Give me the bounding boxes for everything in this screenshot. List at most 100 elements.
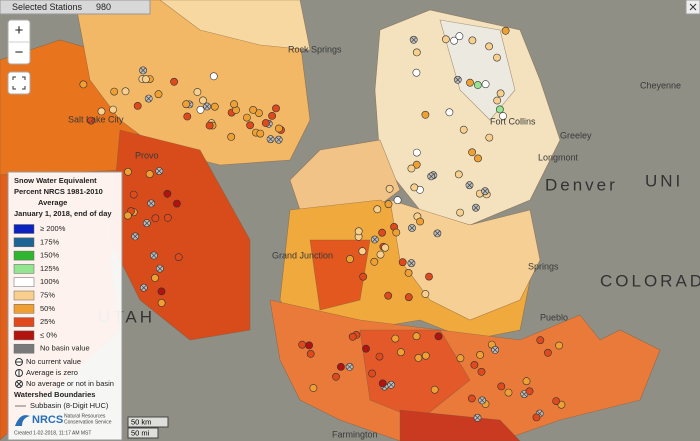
station-no-average bbox=[474, 415, 481, 421]
station-marker bbox=[410, 183, 419, 192]
place-label: Provo bbox=[135, 150, 159, 160]
place-label: Grand Junction bbox=[272, 250, 333, 260]
station-marker bbox=[172, 199, 181, 208]
station-marker bbox=[412, 48, 421, 57]
station-marker bbox=[157, 287, 166, 296]
legend-swatch bbox=[13, 343, 35, 354]
station-marker bbox=[476, 350, 484, 359]
station-marker bbox=[412, 68, 421, 77]
station-marker bbox=[123, 211, 132, 220]
station-marker bbox=[368, 369, 376, 378]
station-no-average bbox=[473, 205, 479, 211]
station-marker bbox=[151, 273, 159, 282]
station-marker bbox=[467, 394, 476, 403]
legend-swatch bbox=[13, 317, 35, 327]
station-marker bbox=[151, 214, 160, 223]
toolbar[interactable] bbox=[0, 0, 151, 15]
station-marker bbox=[109, 105, 117, 114]
station-marker bbox=[485, 133, 494, 142]
legend: Snow Water Equivalent Percent NRCS 1981-… bbox=[7, 171, 123, 441]
station-marker bbox=[477, 367, 486, 376]
station-marker bbox=[227, 132, 236, 141]
fullscreen-icon bbox=[12, 76, 26, 90]
station-marker bbox=[196, 105, 205, 114]
legend-swatch bbox=[13, 277, 35, 287]
legend-swatch bbox=[13, 224, 35, 234]
legend-label: No basin value bbox=[40, 344, 90, 353]
station-marker bbox=[412, 332, 421, 341]
station-no-average bbox=[276, 137, 282, 143]
station-marker bbox=[110, 87, 119, 96]
place-label: Longmont bbox=[538, 152, 579, 162]
station-no-average bbox=[204, 103, 210, 110]
station-marker bbox=[129, 190, 138, 199]
station-marker bbox=[555, 341, 563, 350]
scale-mi-label: 50 mi bbox=[131, 428, 150, 437]
fullscreen-button[interactable] bbox=[7, 71, 31, 95]
station-no-average bbox=[479, 397, 485, 403]
legend-swatch bbox=[13, 330, 35, 341]
zoom-out[interactable]: − bbox=[15, 44, 24, 61]
station-marker bbox=[336, 362, 345, 371]
legend-label: 100% bbox=[40, 277, 60, 286]
station-marker bbox=[97, 107, 106, 116]
station-marker bbox=[249, 106, 257, 114]
station-marker bbox=[454, 170, 463, 179]
station-marker bbox=[445, 108, 454, 117]
station-marker bbox=[421, 110, 430, 119]
station-marker bbox=[421, 351, 430, 360]
station-marker bbox=[416, 217, 424, 226]
station-marker bbox=[145, 170, 154, 178]
zoom-in[interactable]: + bbox=[15, 22, 24, 39]
station-marker bbox=[174, 253, 183, 262]
place-label: Greeley bbox=[560, 130, 592, 140]
station-marker bbox=[381, 243, 390, 252]
station-marker bbox=[306, 349, 315, 358]
station-marker bbox=[193, 88, 202, 96]
legend-title: Average bbox=[38, 198, 67, 207]
station-marker bbox=[468, 148, 476, 157]
station-marker bbox=[354, 227, 363, 236]
legend-title: Snow Water Equivalent bbox=[14, 176, 97, 185]
stations bbox=[79, 26, 566, 422]
station-no-average bbox=[141, 285, 147, 291]
legend-symbol-label: Average is zero bbox=[26, 368, 78, 377]
station-marker bbox=[493, 53, 501, 62]
place-label: Denver bbox=[545, 175, 618, 194]
station-marker bbox=[183, 112, 192, 121]
station-marker bbox=[163, 213, 172, 222]
place-label: Rock Springs bbox=[288, 44, 342, 54]
legend-symbol-label: No average or not in basin bbox=[26, 379, 114, 388]
station-marker bbox=[393, 196, 402, 205]
legend-title: January 1, 2018, end of day bbox=[14, 209, 112, 218]
station-marker bbox=[157, 298, 166, 307]
agency-name: Conservation Service bbox=[64, 419, 112, 425]
agency-name: Natural Resources bbox=[64, 413, 106, 419]
station-no-average bbox=[151, 252, 157, 259]
station-marker bbox=[532, 413, 541, 422]
station-marker bbox=[481, 80, 490, 89]
station-marker bbox=[124, 167, 132, 176]
station-no-average bbox=[144, 220, 150, 226]
station-marker bbox=[522, 377, 531, 386]
station-marker bbox=[133, 102, 142, 110]
station-marker bbox=[493, 96, 502, 105]
station-marker bbox=[495, 105, 504, 114]
legend-swatch bbox=[13, 237, 35, 248]
station-marker bbox=[466, 78, 474, 87]
station-marker bbox=[272, 104, 280, 113]
station-marker bbox=[375, 352, 384, 361]
scale-km bbox=[127, 416, 169, 428]
station-marker bbox=[404, 293, 413, 302]
place-label: UNI bbox=[645, 171, 683, 190]
station-marker bbox=[309, 384, 318, 392]
station-marker bbox=[332, 372, 340, 381]
close-icon bbox=[689, 3, 697, 11]
boundaries-title: Watershed Boundaries bbox=[14, 390, 95, 399]
legend-label: 25% bbox=[40, 317, 55, 326]
station-marker bbox=[242, 113, 251, 122]
station-marker bbox=[485, 42, 493, 51]
station-marker bbox=[87, 116, 95, 125]
station-no-average bbox=[132, 233, 138, 239]
